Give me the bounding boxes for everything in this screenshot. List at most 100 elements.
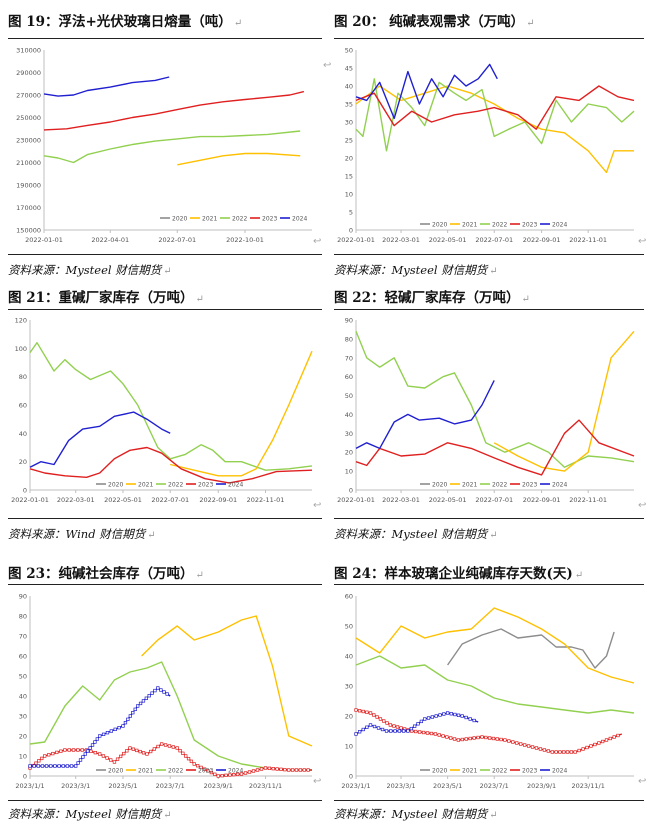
series-marker-2023 <box>298 768 303 772</box>
x-tick-label: 2022-01-01 <box>337 496 375 504</box>
series-marker-2024 <box>74 764 78 768</box>
series-marker-2023 <box>589 744 593 748</box>
series-marker-2023 <box>220 774 224 778</box>
series-marker-2023 <box>581 747 585 751</box>
chart-fig24: 0 10 20 30 40 50 60 2023/1/1 2023/3/1 2023/5/1 202… <box>341 593 635 790</box>
series-marker-2023 <box>565 750 570 754</box>
series-marker-2023 <box>80 748 84 752</box>
series-marker-2024 <box>380 727 385 732</box>
bottom-rule <box>8 518 322 519</box>
series-marker-2023 <box>445 735 449 739</box>
x-tick-label: 2022-01-01 <box>11 496 49 504</box>
series-marker-2023 <box>361 709 365 714</box>
series-marker-2024 <box>397 729 402 733</box>
series-marker-2023 <box>279 767 283 771</box>
y-tick-label: 210000 <box>16 159 41 167</box>
panel-title: 图 19：浮法+光伏玻璃日熔量（吨） ↵ <box>8 14 243 30</box>
series-marker-2023 <box>93 751 97 755</box>
bottom-rule <box>334 254 644 255</box>
series-marker-2023 <box>519 742 523 746</box>
legend-label-2021: 2021 <box>462 767 477 774</box>
y-tick-label: 40 <box>345 411 353 419</box>
y-tick-label: 80 <box>345 335 353 343</box>
y-tick-label: 290000 <box>16 69 41 77</box>
legend-label-2021: 2021 <box>462 221 477 228</box>
series-marker-2024 <box>76 761 80 765</box>
series-marker-2023 <box>135 748 139 753</box>
source-note: 资料来源：Wind 财信期货 ↵ <box>8 527 156 541</box>
legend-label-2024: 2024 <box>292 215 307 222</box>
return-mark: ↩ <box>313 500 322 511</box>
x-tick-label: 2022-05-01 <box>104 496 142 504</box>
series-marker-2024 <box>430 715 435 719</box>
series-marker-2024 <box>472 718 476 723</box>
y-tick-label: 10 <box>19 753 27 761</box>
x-tick-label: 2023/9/1 <box>204 782 233 790</box>
x-tick-label: 2022-01-01 <box>337 236 375 244</box>
title-rule <box>8 309 322 310</box>
series-marker-2024 <box>81 755 85 759</box>
series-marker-2024 <box>456 713 461 717</box>
y-tick-label: 30 <box>345 119 353 127</box>
y-tick-label: 60 <box>19 402 27 410</box>
source-note: 资料来源：Mysteel 财信期货 ↵ <box>334 527 498 541</box>
series-marker-2024 <box>95 737 99 741</box>
series-marker-2024 <box>83 752 87 756</box>
series-marker-2024 <box>438 713 442 717</box>
series-marker-2023 <box>530 745 535 749</box>
y-tick-label: 50 <box>345 392 353 400</box>
series-marker-2024 <box>150 691 154 695</box>
series-line-2020 <box>447 628 615 669</box>
series-marker-2023 <box>365 710 369 714</box>
x-tick-label: 2023/11/1 <box>572 782 605 790</box>
y-tick-label: 30 <box>19 713 27 721</box>
legend-label-2024: 2024 <box>228 481 243 488</box>
series-marker-2023 <box>209 770 214 775</box>
series-marker-2023 <box>76 748 80 752</box>
chart-fig19: 150000 170000 190000 210000 230000 250000 2700… <box>16 47 312 244</box>
x-tick-label: 2023/5/1 <box>108 782 137 790</box>
y-tick-label: 25 <box>345 137 353 145</box>
series-marker-2023 <box>163 743 168 747</box>
series-marker-2023 <box>378 717 383 721</box>
series-line-2023 <box>355 85 635 130</box>
series-marker-2024 <box>162 690 166 694</box>
x-tick-label: 2022-01-01 <box>25 236 63 244</box>
source-note: 资料来源：Mysteel 财信期货 ↵ <box>334 263 498 277</box>
series-marker-2023 <box>399 726 403 730</box>
panel-title: 图 20： 纯碱表观需求（万吨） ↵ <box>334 14 535 30</box>
series-marker-2023 <box>499 737 503 742</box>
title-rule <box>8 584 322 585</box>
legend-label-2020: 2020 <box>108 481 123 488</box>
series-marker-2024 <box>389 729 393 733</box>
panel-fig24: 图 24：样本玻璃企业纯碱库存天数(天) ↵ 0 10 20 30 40 50 60 2023/… <box>334 552 644 826</box>
series-marker-2023 <box>368 711 373 715</box>
series-marker-2023 <box>597 741 601 745</box>
series-marker-2023 <box>43 754 47 758</box>
series-marker-2023 <box>503 738 507 742</box>
series-marker-2024 <box>406 729 410 733</box>
series-marker-2023 <box>577 748 581 753</box>
series-marker-2023 <box>480 735 484 739</box>
series-marker-2023 <box>255 768 260 772</box>
x-tick-label: 2022-11-01 <box>569 496 607 504</box>
series-marker-2024 <box>159 688 163 692</box>
source-note: 资料来源：Mysteel 财信期货 ↵ <box>8 807 172 821</box>
panel-fig21: 图 21：重碱厂家库存（万吨） ↵ 0 20 40 60 80 100 120 2022-01-… <box>8 282 322 552</box>
legend-label-2020: 2020 <box>172 215 187 222</box>
series-marker-2023 <box>63 748 67 752</box>
series-line-2022 <box>29 661 312 771</box>
series-marker-2023 <box>382 719 386 723</box>
series-marker-2023 <box>542 748 547 752</box>
y-tick-label: 40 <box>19 430 27 438</box>
y-tick-label: 20 <box>345 155 353 163</box>
series-marker-2023 <box>287 768 291 772</box>
return-mark: ↩ <box>313 236 322 247</box>
series-marker-2024 <box>368 723 373 727</box>
return-mark: ↩ <box>638 500 647 511</box>
legend-label-2020: 2020 <box>108 767 123 774</box>
x-tick-label: 2023/7/1 <box>156 782 185 790</box>
title-rule <box>8 38 322 39</box>
y-tick-label: 230000 <box>16 137 41 145</box>
series-marker-2024 <box>434 714 438 718</box>
